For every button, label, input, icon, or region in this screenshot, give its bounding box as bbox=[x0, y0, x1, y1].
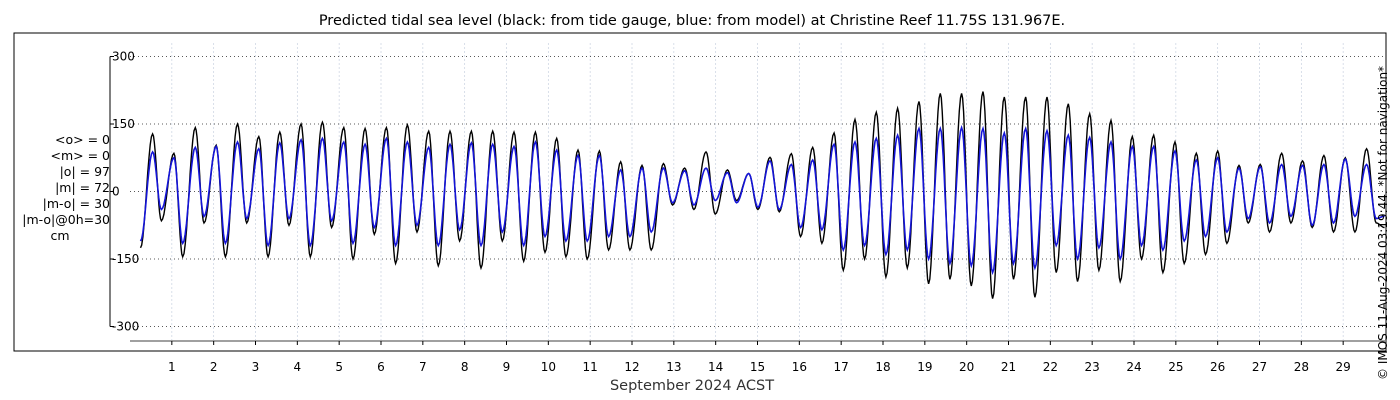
stat-abs-model: |m| = 72 bbox=[55, 180, 110, 195]
x-tick-label: 26 bbox=[1210, 360, 1225, 374]
x-tick-label: 18 bbox=[875, 360, 890, 374]
stat-mean-model: <m> = 0 bbox=[50, 148, 111, 163]
y-tick-label: 300 bbox=[112, 50, 135, 64]
x-tick-label: 24 bbox=[1126, 360, 1141, 374]
copyright-watermark: © IMOS 11-Aug-2024 03:19:44. *Not for na… bbox=[1376, 65, 1390, 380]
x-tick-label: 22 bbox=[1043, 360, 1058, 374]
x-tick-label: 27 bbox=[1252, 360, 1267, 374]
stat-abs-obs: |o| = 97 bbox=[59, 164, 110, 179]
stats-panel: <o> = 0 <m> = 0 |o| = 97 |m| = 72 |m-o| … bbox=[10, 132, 110, 244]
x-tick-label: 7 bbox=[419, 360, 427, 374]
x-tick-label: 19 bbox=[917, 360, 932, 374]
x-tick-label: 14 bbox=[708, 360, 723, 374]
x-tick-label: 25 bbox=[1168, 360, 1183, 374]
x-tick-label: 17 bbox=[834, 360, 849, 374]
x-tick-label: 13 bbox=[666, 360, 681, 374]
x-tick-label: 21 bbox=[1001, 360, 1016, 374]
x-tick-label: 4 bbox=[294, 360, 302, 374]
x-tick-label: 6 bbox=[377, 360, 385, 374]
x-tick-label: 5 bbox=[335, 360, 343, 374]
stat-abs-diff: |m-o| = 30 bbox=[42, 196, 110, 211]
stat-mean-obs: <o> = 0 bbox=[55, 132, 110, 147]
stat-unit: cm bbox=[50, 228, 70, 243]
x-axis-label: September 2024 ACST bbox=[610, 378, 774, 394]
chart-title: Predicted tidal sea level (black: from t… bbox=[319, 13, 1065, 29]
stat-abs-diff-0h: |m-o|@0h=30 bbox=[22, 212, 110, 227]
x-tick-label: 9 bbox=[503, 360, 511, 374]
x-tick-label: 15 bbox=[750, 360, 765, 374]
x-tick-label: 8 bbox=[461, 360, 469, 374]
x-tick-label: 28 bbox=[1294, 360, 1309, 374]
y-tick-label: 150 bbox=[112, 117, 135, 131]
y-tick-label: -300 bbox=[112, 320, 139, 334]
series-lines bbox=[139, 91, 1385, 299]
x-tick-label: 23 bbox=[1085, 360, 1100, 374]
x-tick-label: 2 bbox=[210, 360, 218, 374]
x-tick-label: 1 bbox=[168, 360, 176, 374]
x-tick-label: 3 bbox=[252, 360, 260, 374]
x-tick-label: 10 bbox=[541, 360, 556, 374]
y-tick-label: -150 bbox=[112, 252, 139, 266]
x-tick-label: 16 bbox=[792, 360, 807, 374]
model-series-line bbox=[139, 124, 1385, 276]
x-tick-label: 12 bbox=[624, 360, 639, 374]
x-tick-label: 29 bbox=[1336, 360, 1351, 374]
x-tick-label: 20 bbox=[959, 360, 974, 374]
x-tick-label: 11 bbox=[583, 360, 598, 374]
y-tick-label: 0 bbox=[112, 185, 120, 199]
